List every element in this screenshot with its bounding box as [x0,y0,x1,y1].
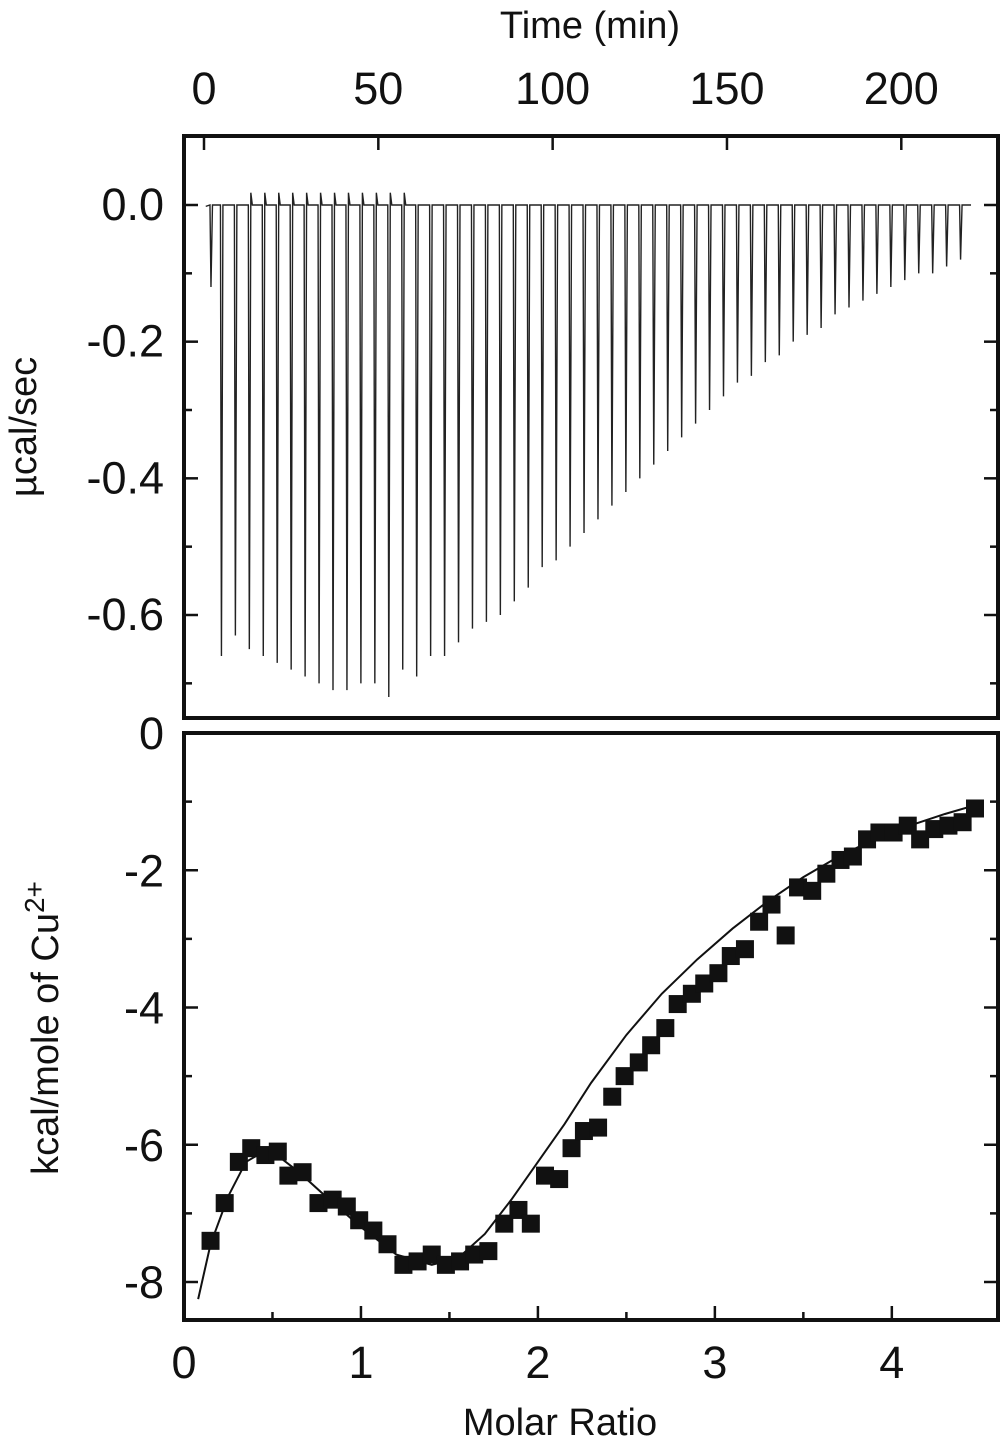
data-point [803,881,822,900]
top-y-tick-label: -0.4 [86,452,164,503]
data-point [789,878,808,897]
bottom-y-tick-label: 0 [139,708,164,759]
data-point [939,816,958,835]
data-point [668,995,687,1014]
data-point [535,1166,554,1185]
data-point [451,1252,470,1271]
data-point [589,1118,608,1137]
top-x-tick-label: 0 [191,63,216,114]
bottom-panel-frame [182,731,1000,1322]
bottom-y-tick-label: -4 [124,983,164,1034]
bottom-y-tick-label: -6 [124,1120,164,1171]
data-point [408,1252,427,1271]
bottom-y-tick-label: -2 [124,845,164,896]
data-point [215,1194,234,1213]
data-point [479,1242,498,1261]
top-y-tick-label: 0.0 [101,179,164,230]
data-point [843,847,862,866]
data-point [268,1142,287,1161]
bottom-y-tick-label: -8 [124,1257,164,1308]
top-ylabel: µcal/sec [3,357,45,497]
top-y-tick-label: -0.2 [86,316,164,367]
data-point [309,1194,328,1213]
top-panel: 0 50 100 150 200 0.0 -0.2 -0.4 -0.6 µcal/sec [3,63,1000,720]
data-point [550,1170,569,1189]
data-point [709,964,728,983]
top-panel-ticks: 0 50 100 150 200 0.0 -0.2 -0.4 -0.6 [86,63,998,685]
data-point [965,799,984,818]
top-x-tick-label: 50 [353,63,403,114]
data-point [642,1036,661,1055]
data-point [279,1166,298,1185]
bottom-x-tick-label: 4 [879,1337,904,1388]
data-point [495,1214,514,1233]
data-point [898,816,917,835]
data-point [817,864,836,883]
data-point [695,974,714,993]
data-point [911,830,930,849]
data-point [870,823,889,842]
data-point [562,1139,581,1158]
data-point [721,947,740,966]
top-x-tick-label: 150 [689,63,764,114]
bottom-panel: 0 1 2 3 4 0 -2 -4 -6 -8 kcal/mole of Cu2+ Molar R… [19,708,1000,1444]
thermogram-trace [205,192,972,698]
bottom-panel-ticks: 0 1 2 3 4 0 -2 -4 -6 -8 [124,708,998,1388]
data-point [953,813,972,832]
data-point [603,1087,622,1106]
data-point [201,1231,220,1250]
bottom-x-tick-label: 3 [702,1337,727,1388]
data-point [735,940,754,959]
data-point [574,1122,593,1141]
data-point [776,926,795,945]
bottom-x-tick-label: 0 [171,1337,196,1388]
data-point [422,1245,441,1264]
data-point [364,1221,383,1240]
data-point [521,1214,540,1233]
bottom-xlabel: Molar Ratio [463,1402,657,1444]
bottom-x-tick-label: 1 [348,1337,373,1388]
data-point [350,1211,369,1230]
top-axis-title: Time (min) [500,5,680,47]
top-x-tick-label: 200 [864,63,939,114]
data-point [615,1067,634,1086]
data-point [750,912,769,931]
data-point [925,820,944,839]
data-point [436,1255,455,1274]
top-x-tick-label: 100 [515,63,590,114]
data-point [337,1197,356,1216]
data-point [629,1053,648,1072]
data-point [394,1255,413,1274]
data-point [293,1163,312,1182]
data-point [884,823,903,842]
data-point [378,1235,397,1254]
top-y-tick-label: -0.6 [86,589,164,640]
bottom-ylabel: kcal/mole of Cu2+ [19,881,67,1175]
bottom-x-tick-label: 2 [525,1337,550,1388]
data-point [229,1152,248,1171]
data-point [656,1019,675,1038]
data-point [323,1190,342,1209]
top-panel-trace [205,192,972,698]
bottom-ylabel-superscript: 2+ [19,881,50,913]
data-point [242,1139,261,1158]
data-point [762,895,781,914]
bottom-ylabel-main: kcal/mole of Cu [25,913,67,1175]
data-point [465,1245,484,1264]
top-panel-frame [182,134,1000,720]
bottom-panel-series [197,799,984,1300]
fit-curve [197,802,981,1300]
data-point [509,1200,528,1219]
